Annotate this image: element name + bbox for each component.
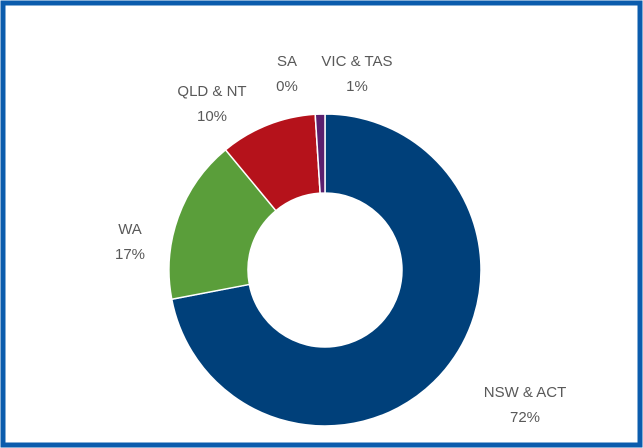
slice-value-label: 10% [197,108,227,125]
slice-value-label: 0% [276,78,298,95]
slice-label: WA [118,221,142,238]
donut-slice [170,113,482,427]
slice-value-label: 17% [115,246,145,263]
donut-slice [168,148,277,301]
slice-value-label: 1% [346,78,368,95]
slice-label: VIC & TAS [321,53,392,70]
donut-slice [314,113,326,194]
slice-label: SA [277,53,297,70]
slice-value-label: 72% [510,409,540,426]
slice-label: NSW & ACT [484,384,567,401]
slice-label: QLD & NT [177,83,246,100]
